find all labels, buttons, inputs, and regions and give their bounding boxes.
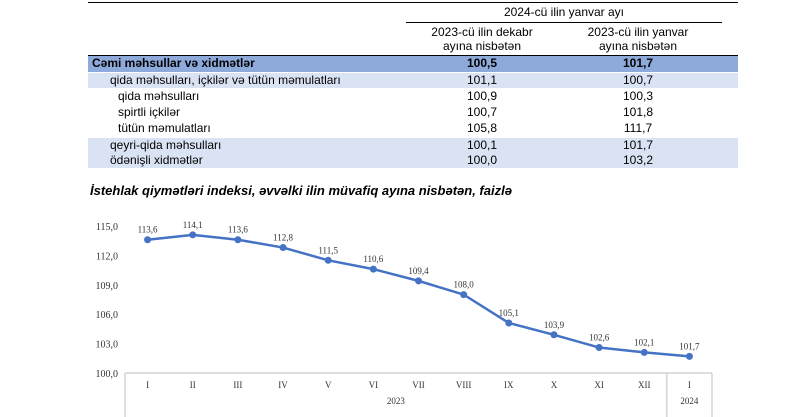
data-label: 114,1 — [183, 220, 203, 230]
col1-header-line2: ayına nisbətən — [442, 39, 522, 53]
x-tick-label: IV — [278, 380, 288, 390]
data-label: 111,5 — [318, 245, 338, 255]
x-tick-label: VIII — [456, 380, 472, 390]
row-label: Cəmi məhsullar və xidmətlər — [92, 56, 255, 70]
x-tick-label: III — [233, 380, 242, 390]
data-point — [324, 256, 332, 264]
data-point — [640, 348, 648, 356]
col1-header: 2023-cü ilin dekabr ayına nisbətən — [420, 25, 544, 53]
row-value-dec: 100,5 — [466, 56, 498, 70]
data-point — [460, 291, 468, 299]
data-label: 101,7 — [679, 341, 700, 351]
col2-header-line2: ayına nisbətən — [598, 39, 678, 53]
data-label: 110,6 — [363, 254, 383, 264]
x-tick-label: I — [146, 380, 149, 390]
data-label: 108,0 — [454, 280, 475, 290]
x-tick-label: XII — [638, 380, 651, 390]
data-label: 102,6 — [589, 333, 610, 343]
row-label: qida məhsulları — [118, 89, 200, 103]
header-group: 2024-cü ilin yanvar ayı — [503, 5, 625, 19]
row-label: spirtli içkilər — [118, 105, 181, 119]
data-point — [279, 244, 287, 252]
data-point — [144, 236, 152, 244]
row-value-jan: 100,3 — [622, 89, 654, 103]
table-row: qida məhsulları, içkilər və tütün məmula… — [88, 73, 738, 88]
x-tick-label: I — [688, 380, 691, 390]
y-tick-label: 115,0 — [96, 222, 118, 233]
row-value-dec: 101,1 — [466, 73, 498, 87]
col2-header-line1: 2023-cü ilin yanvar — [587, 25, 689, 39]
row-value-dec: 100,0 — [466, 153, 498, 167]
row-value-dec: 100,9 — [466, 89, 498, 103]
row-value-dec: 105,8 — [466, 121, 498, 135]
x-tick-label: XI — [594, 380, 604, 390]
header-divider — [406, 22, 722, 23]
row-label: qeyri-qida məhsulları — [110, 138, 222, 152]
data-point — [505, 319, 513, 327]
data-point — [189, 231, 197, 239]
table-row: qida məhsulları 100,9 100,3 — [88, 89, 738, 104]
y-tick-label: 112,0 — [96, 251, 118, 262]
x-tick-label: VI — [369, 380, 379, 390]
table-top-border — [88, 2, 738, 3]
row-value-jan: 111,7 — [623, 121, 653, 135]
y-tick-label: 109,0 — [96, 281, 119, 292]
row-value-dec: 100,1 — [466, 138, 498, 152]
x-group-label: 2023 — [387, 396, 406, 406]
row-value-dec: 100,7 — [466, 105, 498, 119]
data-point — [369, 265, 377, 273]
data-point — [234, 236, 242, 244]
data-point — [595, 344, 603, 352]
data-label: 109,4 — [408, 266, 429, 276]
data-label: 112,8 — [273, 233, 293, 243]
row-label: tütün məmulatları — [118, 121, 211, 135]
table-row: ödənişli xidmətlər 100,0 103,2 — [88, 153, 738, 168]
row-value-jan: 101,7 — [622, 138, 654, 152]
data-label: 102,1 — [634, 337, 654, 347]
data-point — [550, 331, 558, 339]
x-tick-label: V — [325, 380, 332, 390]
row-value-jan: 101,7 — [622, 56, 654, 70]
data-label: 103,9 — [544, 320, 565, 330]
row-label: qida məhsulları, içkilər və tütün məmula… — [110, 73, 341, 87]
x-tick-label: VII — [412, 380, 425, 390]
table-row: spirtli içkilər 100,7 101,8 — [88, 105, 738, 120]
row-label: ödənişli xidmətlər — [110, 153, 203, 167]
x-tick-label: II — [190, 380, 196, 390]
x-group-label: 2024 — [680, 396, 699, 406]
row-value-jan: 100,7 — [622, 73, 654, 87]
data-point — [685, 352, 693, 360]
y-tick-label: 103,0 — [96, 340, 119, 351]
x-tick-label: X — [551, 380, 558, 390]
x-tick-label: IX — [504, 380, 514, 390]
col1-header-line1: 2023-cü ilin dekabr — [431, 25, 533, 39]
data-label: 105,1 — [499, 308, 519, 318]
chart-title: İstehlak qiymətləri indeksi, əvvəlki ili… — [90, 183, 512, 198]
y-tick-label: 100,0 — [96, 369, 119, 380]
table-row: Cəmi məhsullar və xidmətlər 100,5 101,7 — [88, 55, 738, 72]
row-value-jan: 103,2 — [622, 153, 654, 167]
table-row: tütün məmulatları 105,8 111,7 — [88, 121, 738, 136]
y-tick-label: 106,0 — [96, 310, 119, 321]
row-value-jan: 101,8 — [622, 105, 654, 119]
data-point — [415, 277, 422, 285]
table-row: qeyri-qida məhsulları 100,1 101,7 — [88, 138, 738, 153]
col2-header: 2023-cü ilin yanvar ayına nisbətən — [576, 25, 700, 53]
data-label: 113,6 — [228, 225, 248, 235]
data-label: 113,6 — [138, 225, 158, 235]
